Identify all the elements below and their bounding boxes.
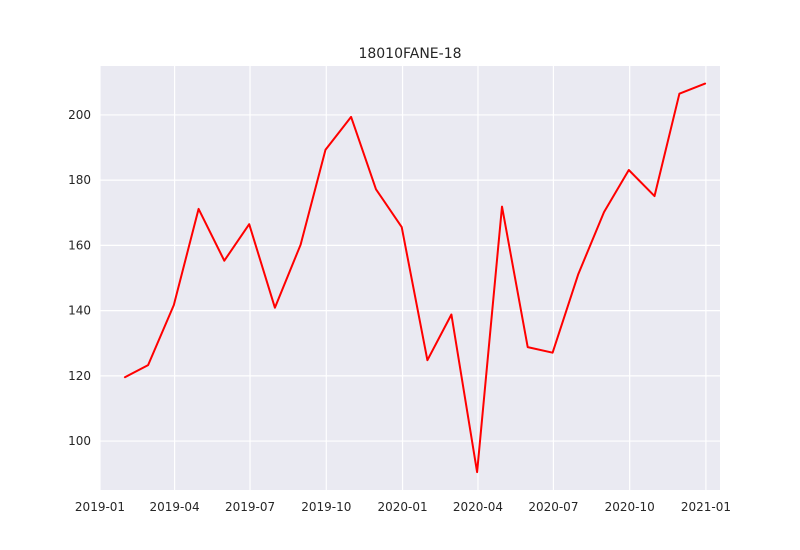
grid-lines <box>99 66 720 490</box>
data-point <box>704 83 706 85</box>
y-tick-label: 120 <box>68 369 91 383</box>
data-point <box>476 471 478 473</box>
y-tick-label: 200 <box>68 108 91 122</box>
y-tick-label: 160 <box>68 238 91 252</box>
data-point <box>124 376 126 378</box>
x-tick-label: 2019-04 <box>150 500 200 514</box>
x-tick-label: 2020-01 <box>377 500 427 514</box>
x-tick-label: 2019-07 <box>225 500 275 514</box>
x-tick-label: 2020-10 <box>605 500 655 514</box>
x-tick-label: 2021-01 <box>681 500 731 514</box>
y-axis-ticks: 100 120 140 160 180 200 <box>68 108 91 448</box>
data-point <box>375 188 377 190</box>
data-point <box>678 93 680 95</box>
data-point <box>300 244 302 246</box>
data-point <box>325 149 327 151</box>
data-point <box>552 352 554 354</box>
data-point <box>527 346 529 348</box>
data-point <box>274 307 276 309</box>
y-tick-label: 180 <box>68 173 91 187</box>
data-point <box>654 195 656 197</box>
y-tick-label: 140 <box>68 304 91 318</box>
plot-area <box>100 66 720 490</box>
x-tick-label: 2019-01 <box>75 500 125 514</box>
data-point <box>501 206 503 208</box>
data-point <box>603 211 605 213</box>
x-axis-ticks: 2019-01 2019-04 2019-07 2019-10 2020-01 2020-… <box>75 500 731 514</box>
data-point <box>628 169 630 171</box>
data-point <box>223 260 225 262</box>
series-layer <box>123 82 707 474</box>
x-tick-label: 2020-07 <box>528 500 578 514</box>
data-point <box>147 364 149 366</box>
data-point <box>198 208 200 210</box>
data-point <box>426 359 428 361</box>
chart-title: 18010FANE-18 <box>358 46 461 62</box>
y-tick-label: 100 <box>68 434 91 448</box>
data-point <box>350 116 352 118</box>
data-point <box>173 304 175 306</box>
x-tick-label: 2020-04 <box>453 500 503 514</box>
data-point <box>450 314 452 316</box>
data-point <box>401 226 403 228</box>
x-tick-label: 2019-10 <box>301 500 351 514</box>
data-point <box>248 223 250 225</box>
data-point <box>577 273 579 275</box>
series-line <box>123 82 707 474</box>
